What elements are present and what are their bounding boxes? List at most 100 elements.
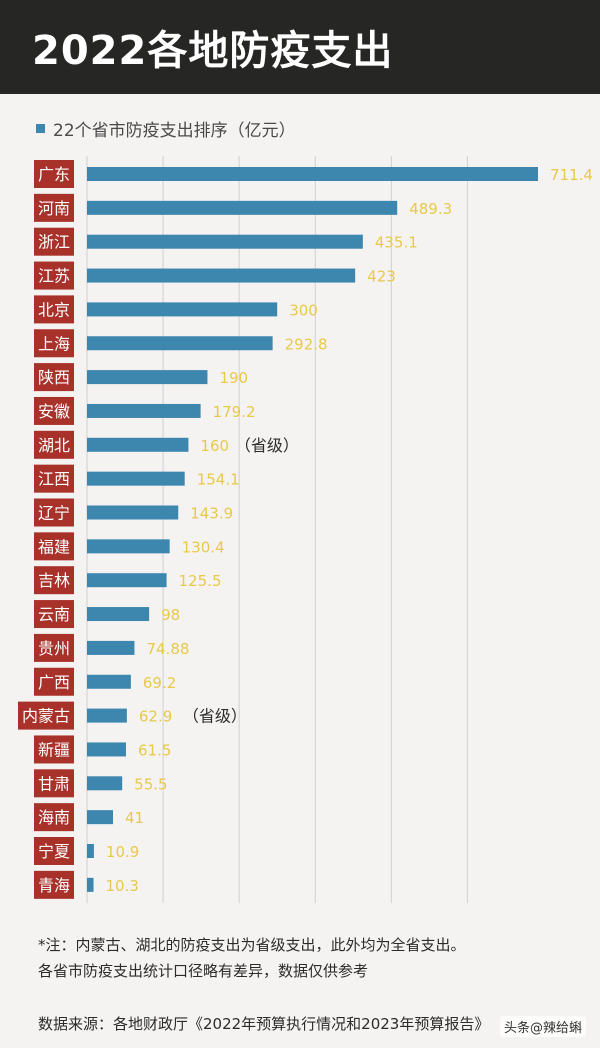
value-label: 55.5 <box>134 775 167 793</box>
category-label: 广东 <box>38 165 70 184</box>
category-label: 广西 <box>38 673 70 692</box>
value-label: 179.2 <box>213 403 256 421</box>
category-box <box>34 295 74 324</box>
category-box <box>34 160 74 188</box>
value-label: 435.1 <box>375 234 418 252</box>
bar <box>87 573 167 588</box>
category-box <box>34 600 74 629</box>
category-label: 辽宁 <box>38 504 70 523</box>
bar <box>87 776 123 791</box>
bar <box>87 505 179 520</box>
category-label: 福建 <box>38 537 70 556</box>
data-source: 数据来源：各地财政厅《2022年预算执行情况和2023年预算报告》 <box>38 1015 490 1033</box>
bar <box>87 268 356 283</box>
value-label: 300 <box>289 301 318 319</box>
footnote: *注：内蒙古、湖北的防疫支出为省级支出，此外均为全省支出。 各省市防疫支出统计口… <box>38 932 578 984</box>
category-label: 内蒙古 <box>22 707 70 726</box>
value-label: 711.4 <box>550 166 593 184</box>
category-label: 新疆 <box>38 740 70 759</box>
value-label: 160 <box>200 437 229 455</box>
category-box <box>34 870 74 899</box>
bar <box>87 167 538 181</box>
category-box <box>34 803 74 832</box>
category-box <box>34 363 74 392</box>
bar <box>87 471 185 486</box>
value-label: 74.88 <box>146 640 189 658</box>
category-label: 甘肃 <box>38 774 70 793</box>
bar <box>87 742 126 757</box>
bar-chart: 广东 711.4 河南 489.3 浙江 435.1 江苏 423 北京 300 上海 292.8 陕西… <box>18 156 593 903</box>
header-bar: 2022各地防疫支出 <box>0 0 600 94</box>
category-label: 上海 <box>38 334 70 353</box>
category-label: 浙江 <box>38 233 70 252</box>
bar <box>87 607 150 622</box>
category-label: 云南 <box>38 605 70 624</box>
value-label: 154.1 <box>197 471 240 489</box>
bar <box>87 674 131 689</box>
category-box <box>34 837 74 865</box>
category-label: 陕西 <box>38 368 70 387</box>
watermark: 头条@辣给蝌 <box>499 1016 586 1037</box>
bar <box>87 877 94 892</box>
page-title: 2022各地防疫支出 <box>32 28 394 74</box>
category-label: 安徽 <box>38 402 70 421</box>
bar <box>87 234 363 249</box>
value-label: 61.5 <box>138 741 171 759</box>
category-label: 江西 <box>38 470 70 489</box>
value-label: 130.4 <box>182 538 225 556</box>
category-label: 北京 <box>38 300 70 319</box>
value-label: 69.2 <box>143 674 176 692</box>
category-label: 青海 <box>38 876 70 895</box>
bar <box>87 539 170 554</box>
category-label: 江苏 <box>38 267 70 286</box>
bar <box>87 640 135 655</box>
category-box <box>34 498 74 527</box>
value-label: 423 <box>367 268 396 286</box>
value-label: 143.9 <box>190 505 233 523</box>
bar <box>87 200 398 215</box>
category-box <box>34 329 74 358</box>
category-label: 河南 <box>38 199 70 218</box>
footnote-line-2: 各省市防疫支出统计口径略有差异，数据仅供参考 <box>38 962 369 980</box>
bar <box>87 403 201 418</box>
bar <box>87 810 113 825</box>
value-label: 41 <box>125 809 144 827</box>
footnote-line-1: *注：内蒙古、湖北的防疫支出为省级支出，此外均为全省支出。 <box>38 936 466 954</box>
category-label: 海南 <box>38 808 70 827</box>
category-box <box>34 430 74 459</box>
category-box <box>18 701 74 730</box>
category-box <box>34 227 74 256</box>
category-box <box>34 193 74 222</box>
category-label: 宁夏 <box>38 842 70 861</box>
bar <box>87 302 278 317</box>
category-box <box>34 735 74 764</box>
bar <box>87 370 208 385</box>
category-box <box>34 261 74 290</box>
chart-legend: 22个省市防疫支出排序（亿元） <box>36 116 296 141</box>
bar <box>87 437 189 452</box>
category-box <box>34 396 74 425</box>
value-label: 10.9 <box>106 843 139 861</box>
category-label: 贵州 <box>38 639 70 658</box>
value-annotation: （省级） <box>235 436 299 455</box>
legend-label: 22个省市防疫支出排序（亿元） <box>53 120 296 141</box>
value-label: 190 <box>219 369 248 387</box>
value-annotation: （省级） <box>183 707 247 726</box>
category-box <box>34 566 74 595</box>
value-label: 10.3 <box>106 877 139 895</box>
value-label: 125.5 <box>179 572 222 590</box>
value-label: 98 <box>161 606 180 624</box>
value-label: 62.9 <box>139 708 172 726</box>
bar <box>87 336 273 351</box>
category-box <box>34 464 74 493</box>
category-box <box>34 769 74 798</box>
value-label: 292.8 <box>285 335 328 353</box>
category-label: 湖北 <box>38 436 70 455</box>
category-box <box>34 633 74 662</box>
bar <box>87 708 127 723</box>
category-box <box>34 667 74 696</box>
bar <box>87 844 94 858</box>
category-label: 吉林 <box>38 571 70 590</box>
category-box <box>34 532 74 561</box>
value-label: 489.3 <box>409 200 452 218</box>
